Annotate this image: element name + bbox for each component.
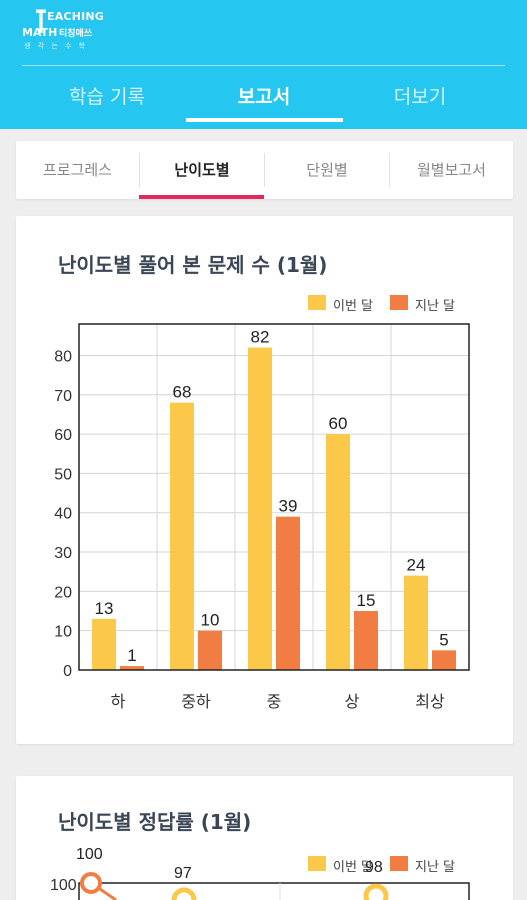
subtab-divider xyxy=(139,153,140,187)
teaching-math-logo[interactable]: EACHING MATH 티칭매쓰 생 각 는 수 학 xyxy=(22,8,112,58)
subtab-monthly-report[interactable]: 월별보고서 xyxy=(416,161,486,179)
legend-swatch-this-month xyxy=(308,295,326,310)
chart1-ytick-label: 30 xyxy=(54,545,72,562)
chart1-ytick-label: 40 xyxy=(54,506,72,523)
tab-learning-record[interactable]: 학습 기록 xyxy=(69,86,145,108)
chart1-data-label: 10 xyxy=(201,611,220,630)
logo-t-glyph xyxy=(36,9,46,33)
subtab-divider xyxy=(389,153,390,187)
chart1-ytick-label: 20 xyxy=(54,584,72,601)
subtab-divider xyxy=(264,153,265,187)
chart1-data-label: 39 xyxy=(279,497,298,516)
report-subtabs: 프로그레스 난이도별 단원별 월별보고서 xyxy=(16,141,513,199)
subtab-unit[interactable]: 단원별 xyxy=(306,161,348,179)
chart1-bar-last-month xyxy=(432,650,456,670)
chart1-bar-this-month xyxy=(170,402,194,670)
chart1-data-label: 82 xyxy=(251,328,270,347)
chart1-category-label: 최상 xyxy=(415,692,445,711)
chart2-point-last-month xyxy=(80,872,102,894)
chart1-data-label: 24 xyxy=(407,556,426,575)
difficulty-bar-chart: 0 10 20 30 40 50 60 70 80 13 1 하 68 10 중하 82 39 중 60 15 상 24 5… xyxy=(54,323,470,711)
legend-label-this-month: 이번 달 xyxy=(333,299,374,314)
accuracy-line-chart: 100 100 97 98 xyxy=(50,846,470,900)
subtab-progress[interactable]: 프로그레스 xyxy=(42,161,112,179)
logo-tagline: 생 각 는 수 학 xyxy=(24,42,88,50)
chart1-data-label: 15 xyxy=(357,591,376,610)
chart1-bar-last-month xyxy=(276,516,300,670)
legend-swatch-this-month xyxy=(308,856,326,871)
chart2-point-this-month xyxy=(171,887,197,900)
chart1-data-label: 5 xyxy=(439,630,448,649)
chart2-data-label: 98 xyxy=(365,859,383,876)
legend-label-last-month: 지난 달 xyxy=(415,299,456,314)
chart1-ytick-label: 80 xyxy=(54,348,72,365)
chart1-data-label: 60 xyxy=(329,414,348,433)
chart2-ytick-100: 100 xyxy=(50,877,77,894)
chart1-data-label: 13 xyxy=(95,599,114,618)
chart2-data-label: 100 xyxy=(76,846,103,863)
chart2-plot-frame xyxy=(78,882,470,900)
subtab-difficulty[interactable]: 난이도별 xyxy=(174,161,230,179)
chart1-category-label: 중 xyxy=(267,692,282,711)
chart1-plot-frame xyxy=(78,323,470,671)
active-tab-indicator xyxy=(186,118,343,122)
tab-more[interactable]: 더보기 xyxy=(393,86,447,108)
chart1-data-label: 1 xyxy=(127,646,136,665)
active-subtab-indicator xyxy=(139,195,264,199)
chart1-bar-last-month xyxy=(354,611,378,670)
chart1-ytick-label: 0 xyxy=(63,663,72,680)
logo-text-main: MATH xyxy=(22,26,58,39)
chart1-ytick-label: 50 xyxy=(54,466,72,483)
logo-text-korean: 티칭매쓰 xyxy=(59,29,93,39)
chart1-bar-this-month xyxy=(248,347,272,670)
accuracy-card: 난이도별 정답률 (1월) 이번 달 지난 달 100 100 97 98 xyxy=(16,776,513,900)
chart1-ytick-label: 10 xyxy=(54,624,72,641)
chart1-bar-this-month xyxy=(404,575,428,670)
chart1-bar-this-month xyxy=(92,618,116,670)
chart1-bar-this-month xyxy=(326,434,350,670)
legend-swatch-last-month xyxy=(390,295,408,310)
tab-report[interactable]: 보고서 xyxy=(237,86,291,108)
logo-text-top: EACHING xyxy=(47,10,105,23)
problems-solved-card: 난이도별 풀어 본 문제 수 (1월) 이번 달 지난 달 0 10 20 30 40 5… xyxy=(16,216,513,744)
header-divider xyxy=(22,65,505,66)
chart1-category-label: 하 xyxy=(111,692,126,711)
chart1-ytick-label: 70 xyxy=(54,388,72,405)
legend-swatch-last-month xyxy=(390,856,408,871)
chart1-data-label: 68 xyxy=(173,383,192,402)
app-header: EACHING MATH 티칭매쓰 생 각 는 수 학 학습 기록 보고서 더보… xyxy=(0,0,527,129)
chart1-category-label: 중하 xyxy=(181,692,211,711)
chart1-category-label: 상 xyxy=(345,692,360,711)
chart2-data-label: 97 xyxy=(174,865,192,882)
chart1-bar-last-month xyxy=(198,630,222,670)
chart1-title: 난이도별 풀어 본 문제 수 (1월) xyxy=(58,253,328,277)
chart2-title: 난이도별 정답률 (1월) xyxy=(58,810,252,834)
chart1-bar-last-month xyxy=(120,666,144,670)
chart2-point-this-month xyxy=(363,883,389,900)
chart1-ytick-label: 60 xyxy=(54,427,72,444)
legend-label-last-month: 지난 달 xyxy=(415,860,456,875)
legend-label-this-month: 이번 달 xyxy=(333,860,374,875)
